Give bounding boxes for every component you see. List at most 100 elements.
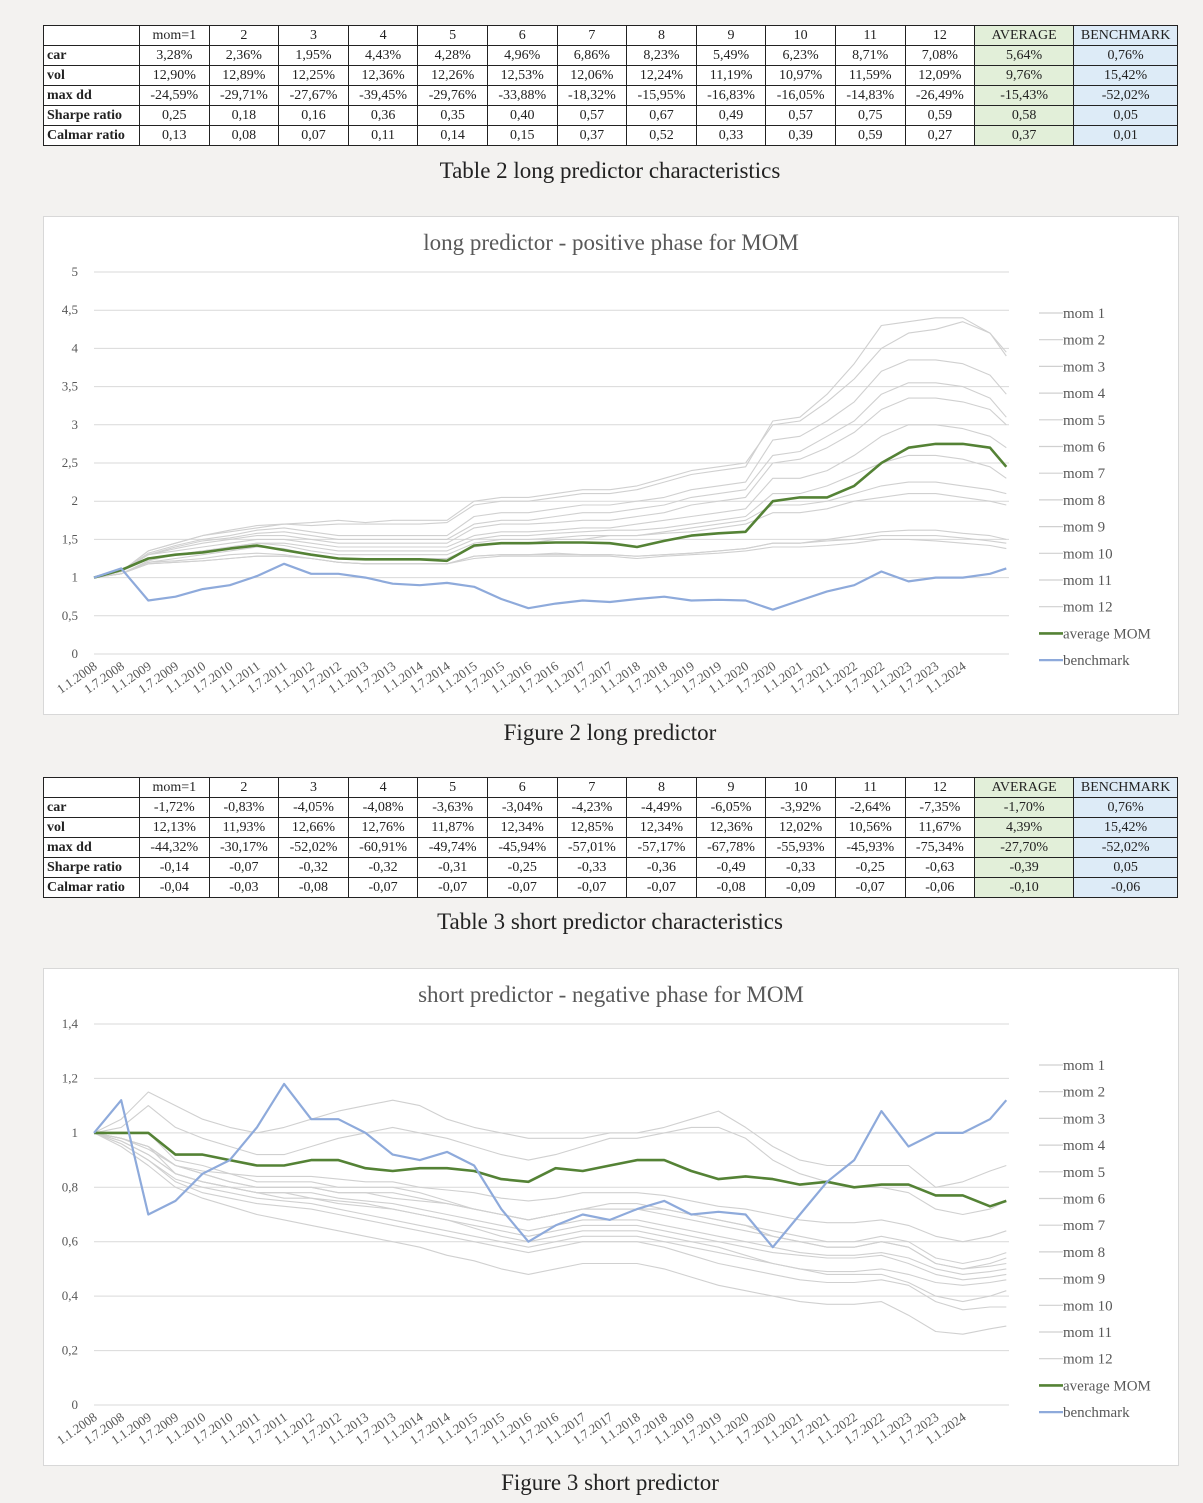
table-cell: 12,02%	[765, 817, 836, 838]
table-cell: 12,06%	[556, 65, 628, 86]
legend-label: mom 6	[1063, 440, 1106, 456]
legend-label: average MOM	[1063, 626, 1151, 642]
table-cell: -57,01%	[556, 837, 628, 858]
table-cell: -67,78%	[695, 837, 767, 858]
table-cell: 4,39%	[974, 817, 1075, 838]
table-cell: 12,13%	[139, 817, 210, 838]
table-row: car -1,72% -0,83% -4,05% -4,08% -3,63% -3,04% -…	[43, 797, 1179, 818]
table-cell: -57,17%	[626, 837, 697, 858]
legend-label: mom 7	[1063, 466, 1106, 482]
series-line-mom-11	[93, 1132, 1007, 1243]
table-cell: -7,35%	[904, 797, 976, 818]
table-cell: 0,67	[626, 105, 697, 126]
table-cell: -52,02%	[1073, 837, 1179, 858]
table-cell: 4,28%	[417, 45, 488, 66]
table-cell: 5,64%	[974, 45, 1075, 66]
table-header-row: mom=1 2 3 4 5 6 7 8 9 10 11 12 AVERAGE BENCHMARK	[43, 777, 1179, 798]
table-cell: 0,39	[765, 125, 836, 146]
series-line-mom-12	[93, 317, 1007, 579]
column-header: 12	[904, 777, 976, 798]
table-row: car 3,28% 2,36% 1,95% 4,43% 4,28% 4,96% 6,86% 8,…	[43, 45, 1179, 66]
row-label: car	[43, 45, 140, 66]
series-line-mom-9	[93, 1132, 1007, 1311]
table-cell: 0,57	[765, 105, 836, 126]
legend-label: mom 9	[1063, 520, 1105, 536]
y-tick-label: 4,5	[62, 302, 78, 317]
y-tick-label: 1,4	[62, 1016, 79, 1031]
y-tick-label: 0,2	[62, 1343, 78, 1358]
table-cell: 8,71%	[834, 45, 906, 66]
table-cell: 9,76%	[974, 65, 1075, 86]
chart-title: long predictor - positive phase for MOM	[423, 230, 799, 255]
legend-label: mom 7	[1063, 1218, 1106, 1234]
table-cell: 0,16	[278, 105, 349, 126]
table-cell: -0,14	[139, 857, 210, 878]
series-line-mom-8	[93, 397, 1007, 579]
series-line-mom-1	[93, 535, 1007, 579]
legend-label: mom 3	[1063, 1111, 1105, 1127]
table-cell: -4,05%	[278, 797, 349, 818]
table-cell: 0,05	[1073, 857, 1179, 878]
series-line-benchmark	[93, 1082, 1008, 1249]
header-corner	[43, 777, 140, 798]
table-cell: 12,36%	[347, 65, 419, 86]
table-cell: -60,91%	[347, 837, 419, 858]
table-cell: 12,53%	[486, 65, 558, 86]
table-cell: 12,34%	[486, 817, 558, 838]
table-cell: 0,15	[486, 125, 558, 146]
table-cell: 12,26%	[417, 65, 488, 86]
column-header: 4	[347, 25, 419, 46]
table-cell: 12,66%	[278, 817, 349, 838]
table-cell: -16,83%	[695, 85, 767, 106]
table-cell: 0,75	[834, 105, 906, 126]
table-cell: -52,02%	[278, 837, 349, 858]
column-header: 3	[278, 777, 349, 798]
legend-label: average MOM	[1063, 1378, 1151, 1394]
row-label: car	[43, 797, 140, 818]
legend-label: mom 1	[1063, 306, 1105, 322]
series-line-mom-10	[93, 1132, 1007, 1286]
legend-label: mom 4	[1063, 1138, 1106, 1154]
series-line-mom-11	[93, 321, 1007, 579]
table-cell: -0,07	[347, 877, 419, 898]
table-cell: 11,19%	[695, 65, 767, 86]
table-cell: -0,25	[834, 857, 906, 878]
series-line-benchmark	[93, 562, 1007, 611]
table-cell: -14,83%	[834, 85, 906, 106]
table-cell: -3,63%	[417, 797, 488, 818]
table-row: vol 12,13% 11,93% 12,66% 12,76% 11,87% 12,34% 1…	[43, 817, 1179, 838]
series-line-mom-4	[93, 493, 1007, 579]
table-cell: 0,57	[556, 105, 628, 126]
column-header: 11	[834, 777, 906, 798]
table-cell: 12,89%	[208, 65, 280, 86]
table-cell: -6,05%	[695, 797, 767, 818]
short-predictor-chart: short predictor - negative phase for MOM…	[54, 982, 1151, 1448]
series-line-mom-7	[93, 424, 1007, 579]
table-cell: 0,59	[834, 125, 906, 146]
legend-label: benchmark	[1063, 1405, 1130, 1421]
column-header: AVERAGE	[974, 25, 1075, 46]
table-cell: -0,31	[417, 857, 488, 878]
table-cell: -0,83%	[208, 797, 280, 818]
table-cell: 0,52	[626, 125, 697, 146]
table-cell: 12,24%	[626, 65, 697, 86]
table-cell: -0,25	[486, 857, 558, 878]
table-cell: -30,17%	[208, 837, 280, 858]
table-cell: -33,88%	[486, 85, 558, 106]
table-cell: -16,05%	[765, 85, 836, 106]
y-tick-label: 2	[72, 493, 79, 508]
table-cell: 12,09%	[904, 65, 976, 86]
series-line-mom-9	[93, 382, 1007, 579]
series-line-average-mom	[93, 442, 1008, 579]
table-cell: 0,08	[208, 125, 280, 146]
table-cell: -3,92%	[765, 797, 836, 818]
table-cell: -0,07	[834, 877, 906, 898]
figure-2-caption: Figure 2 long predictor	[503, 720, 717, 745]
column-header: mom=1	[139, 25, 210, 46]
table-row: Calmar ratio -0,04 -0,03 -0,08 -0,07 -0,07 -0,…	[43, 877, 1179, 898]
y-tick-label: 0	[72, 646, 79, 661]
table-2: mom=1 2 3 4 5 6 7 8 9 10 11 12 AVERAGE BENCHMARK car 3,…	[43, 25, 1179, 146]
y-tick-label: 1	[72, 570, 79, 585]
table-cell: 0,49	[695, 105, 767, 126]
legend-label: mom 12	[1063, 600, 1113, 616]
